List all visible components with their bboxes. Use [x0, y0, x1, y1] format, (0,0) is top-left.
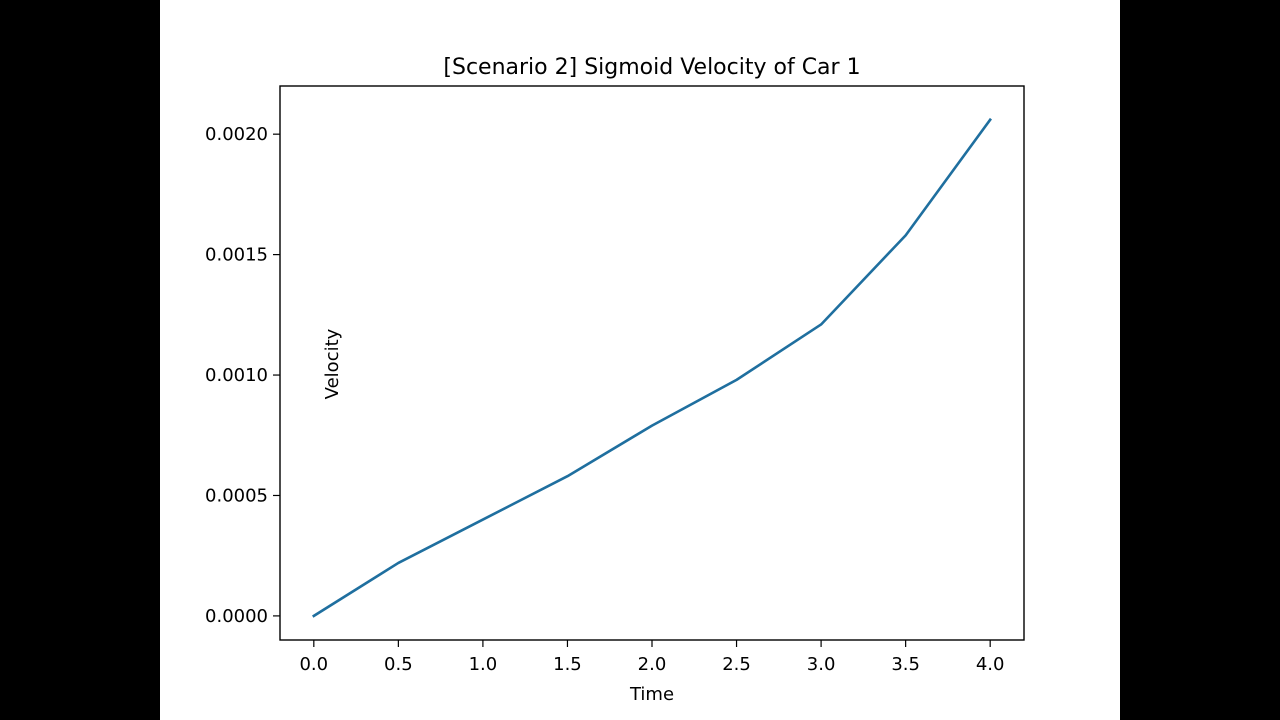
x-tick-label: 2.0: [638, 654, 667, 675]
y-tick-label: 0.0015: [205, 245, 268, 266]
y-tick-label: 0.0000: [205, 606, 268, 627]
x-axis-label: Time: [629, 684, 674, 705]
x-tick-label: 0.0: [299, 654, 328, 675]
x-tick-label: 1.0: [469, 654, 498, 675]
y-tick-label: 0.0020: [205, 124, 268, 145]
x-tick-label: 3.5: [891, 654, 920, 675]
figure-canvas: [Scenario 2] Sigmoid Velocity of Car 1 0…: [160, 0, 1120, 720]
chart-title: [Scenario 2] Sigmoid Velocity of Car 1: [443, 55, 860, 80]
line-chart: [Scenario 2] Sigmoid Velocity of Car 1 0…: [205, 55, 1025, 705]
y-tick-label: 0.0005: [205, 485, 268, 506]
x-tick-label: 3.0: [807, 654, 836, 675]
y-tick-label: 0.0010: [205, 365, 268, 386]
x-tick-label: 4.0: [976, 654, 1005, 675]
x-tick-label: 0.5: [384, 654, 413, 675]
series-line-0: [312, 117, 992, 618]
x-tick-label: 2.5: [722, 654, 751, 675]
plot-area: 0.0 0.5 1.0 1.5 2.0 2.5 3.0 3.5 4.0 0.0000 0.0005 0…: [205, 85, 1025, 675]
x-tick-label: 1.5: [553, 654, 582, 675]
plot-frame: [279, 85, 1025, 641]
y-axis-label: Velocity: [322, 328, 343, 399]
